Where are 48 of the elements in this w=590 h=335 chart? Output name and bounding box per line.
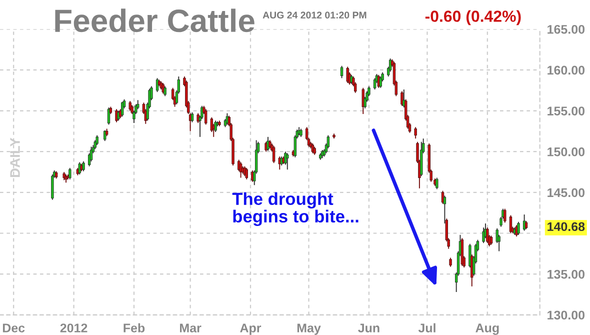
candlestick xyxy=(286,152,289,170)
text: -0.60 (0.42%) xyxy=(425,10,521,26)
candlestick xyxy=(104,130,106,142)
annotation: The drought begins to bite... xyxy=(232,192,358,226)
x-tick-label: Feb xyxy=(124,323,145,332)
y-tick-label: 130.00 xyxy=(548,310,585,320)
x-tick-label: Jul xyxy=(418,323,436,332)
y-tick-label: 160.00 xyxy=(548,66,585,75)
y-tick-label: 165.00 xyxy=(548,24,585,34)
candlestick xyxy=(414,126,417,140)
candlestick xyxy=(468,243,472,268)
x-tick-label: Aug xyxy=(476,324,499,335)
y-tick-label: 155.00 xyxy=(548,106,585,116)
x-tick-label: Dec xyxy=(2,324,25,332)
candlestick xyxy=(51,174,54,200)
y-tick-label: 135.00 xyxy=(548,270,585,279)
candlestick xyxy=(443,195,446,224)
candlestick xyxy=(486,227,489,244)
x-tick-label: Mar xyxy=(180,324,202,332)
x-tick-label: 2012 xyxy=(60,324,88,332)
candlestick xyxy=(379,76,382,88)
candlestick xyxy=(117,110,120,122)
chart-title: Feeder Cattle xyxy=(55,8,254,32)
candlestick xyxy=(373,78,376,90)
text: 140.68 xyxy=(548,222,585,232)
x-tick-label: Jun xyxy=(358,324,380,332)
candlestick xyxy=(128,100,132,112)
candlestick xyxy=(245,167,248,180)
chart-subtitle: AUG 24 2012 01:20 PM xyxy=(262,12,366,19)
x-tick-label: May xyxy=(297,324,321,335)
candlestick xyxy=(272,145,276,164)
candlestick xyxy=(517,221,520,236)
y-tick-label: 145.00 xyxy=(548,188,585,198)
x-tick-label: Apr xyxy=(240,324,262,335)
candlestick xyxy=(96,134,98,146)
candlestick xyxy=(346,66,349,84)
candlestick xyxy=(68,167,72,180)
candlestick xyxy=(326,134,330,149)
candlestick xyxy=(190,112,194,123)
candlestick xyxy=(204,108,208,126)
candlestick xyxy=(400,90,404,106)
y-tick-label: 150.00 xyxy=(548,147,585,156)
candlestick xyxy=(504,208,506,224)
candlestick xyxy=(164,86,166,97)
candlestick xyxy=(196,112,200,124)
candlestick xyxy=(162,82,164,94)
candlestick xyxy=(340,65,344,79)
candlestick xyxy=(362,87,364,115)
